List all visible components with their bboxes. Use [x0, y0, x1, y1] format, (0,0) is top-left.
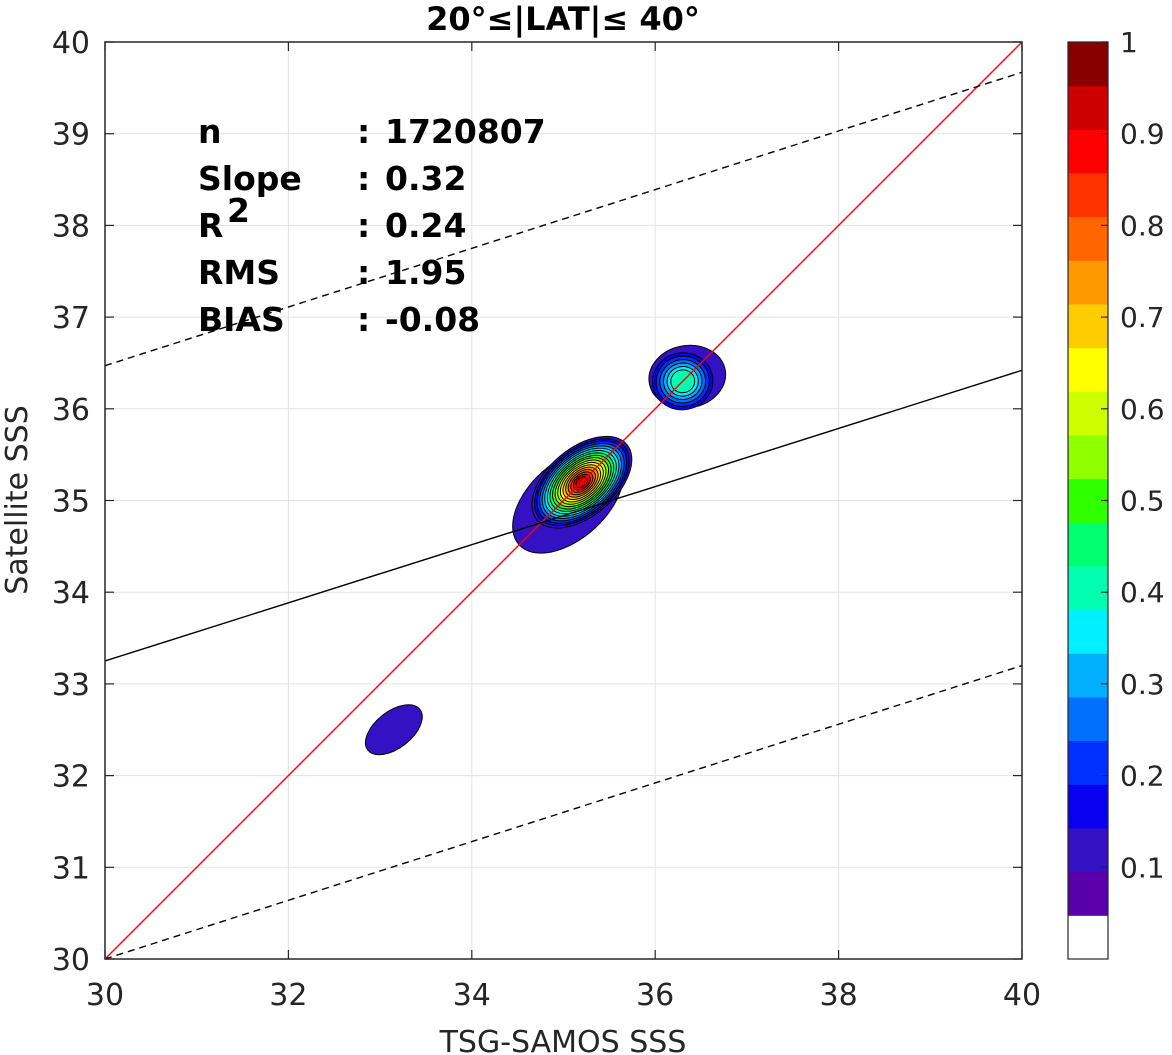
- colorbar-band: [1068, 653, 1108, 698]
- regression-line: [104, 369, 1023, 662]
- colorbar-band: [1068, 391, 1108, 436]
- x-tick-label: 30: [86, 978, 124, 1013]
- colorbar-band: [1068, 697, 1108, 742]
- colorbar-band: [1068, 522, 1108, 567]
- colorbar-band: [1068, 260, 1108, 305]
- stat-superscript: 2: [227, 191, 250, 230]
- stat-label: Slope: [198, 159, 302, 198]
- colorbar-band: [1068, 216, 1108, 261]
- colorbar-band: [1068, 304, 1108, 349]
- upper-bound-line: [104, 71, 1023, 367]
- colorbar: 0.1 0.2 0.3 0.4 0.5 0.6 0.7 0.8 0.9 1: [1067, 26, 1165, 960]
- stat-value: -0.08: [385, 300, 480, 339]
- colorbar-band: [1068, 871, 1108, 916]
- colorbar-band: [1068, 85, 1108, 130]
- stat-label: RMS: [198, 253, 280, 292]
- y-tick-label: 33: [52, 668, 90, 703]
- colorbar-tick-label: 0.8: [1120, 209, 1165, 242]
- colorbar-band: [1068, 435, 1108, 480]
- stat-separator: :: [357, 112, 370, 151]
- one-to-one-line: [104, 41, 1023, 960]
- y-tick-label: 32: [52, 760, 90, 795]
- stat-label: R: [198, 206, 223, 245]
- y-tick-label: 36: [52, 393, 90, 428]
- stat-separator: :: [357, 159, 370, 198]
- colorbar-band: [1068, 784, 1108, 829]
- y-tick-label: 35: [52, 485, 90, 520]
- y-tick-label: 34: [52, 576, 90, 611]
- stat-separator: :: [357, 300, 370, 339]
- x-tick-label: 38: [820, 978, 858, 1013]
- stat-separator: :: [357, 253, 370, 292]
- x-tick-label: 34: [453, 978, 491, 1013]
- y-tick-label: 30: [52, 943, 90, 978]
- colorbar-band: [1068, 566, 1108, 611]
- colorbar-tick-label: 0.3: [1120, 668, 1165, 701]
- colorbar-band: [1068, 740, 1108, 785]
- colorbar-tick-label: 0.9: [1120, 118, 1165, 151]
- colorbar-band: [1068, 347, 1108, 392]
- y-tick-label: 37: [52, 301, 90, 336]
- colorbar-band: [1068, 609, 1108, 654]
- density-contours: [364, 344, 727, 756]
- y-tick-label: 38: [52, 209, 90, 244]
- colorbar-tick-label: 0.7: [1120, 301, 1165, 334]
- y-axis-label: Satellite SSS: [0, 405, 35, 595]
- colorbar-tick-label: 0.6: [1120, 393, 1165, 426]
- colorbar-band: [1068, 42, 1108, 87]
- reference-lines: [104, 41, 1023, 960]
- colorbar-band: [1068, 828, 1108, 873]
- contour-level: [364, 704, 423, 756]
- y-axis-ticks: 30 31 32 33 34 35 36 37 38 39 40: [52, 26, 1022, 978]
- x-tick-label: 32: [269, 978, 307, 1013]
- x-tick-label: 40: [1003, 978, 1041, 1013]
- x-axis-label: TSG-SAMOS SSS: [439, 1025, 687, 1055]
- stat-value: 0.32: [385, 159, 466, 198]
- y-tick-label: 40: [52, 26, 90, 61]
- stat-value: 0.24: [385, 206, 466, 245]
- lower-bound-line: [104, 664, 1023, 960]
- colorbar-band: [1068, 173, 1108, 218]
- stat-separator: :: [357, 206, 370, 245]
- chart-title: 20°≤|LAT|≤ 40°: [426, 0, 700, 39]
- stat-value: 1720807: [385, 112, 546, 151]
- x-tick-label: 36: [636, 978, 674, 1013]
- stat-label: n: [198, 112, 222, 151]
- y-tick-label: 39: [52, 118, 90, 153]
- colorbar-band: [1068, 915, 1108, 960]
- colorbar-tick-label: 0.1: [1120, 851, 1165, 884]
- colorbar-tick-label: 1: [1120, 26, 1138, 59]
- stat-label: BIAS: [198, 300, 285, 339]
- y-tick-label: 31: [52, 851, 90, 886]
- colorbar-band: [1068, 129, 1108, 174]
- colorbar-tick-label: 0.2: [1120, 760, 1165, 793]
- x-axis-ticks: 30 32 34 36 38 40: [86, 42, 1041, 1013]
- colorbar-tick-label: 0.5: [1120, 485, 1165, 518]
- stat-value: 1.95: [385, 253, 466, 292]
- colorbar-tick-label: 0.4: [1120, 576, 1165, 609]
